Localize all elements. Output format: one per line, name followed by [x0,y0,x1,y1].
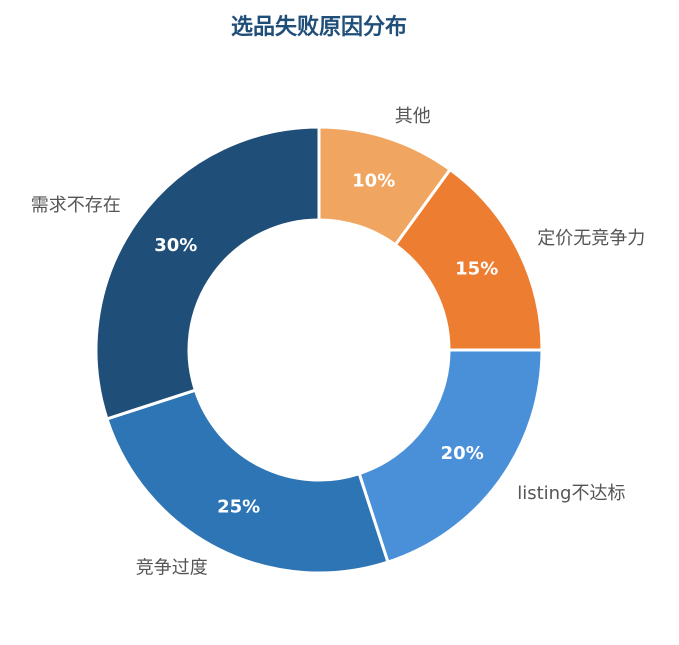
value-label: 20% [441,443,484,464]
chart-title: 选品失败原因分布 [231,14,407,40]
value-label: 25% [217,497,260,518]
category-label: listing不达标 [517,483,625,504]
donut-slice [94,125,321,421]
donut-slice [105,388,390,575]
value-label: 15% [455,259,498,280]
donut-slice [357,348,544,564]
category-label: 竞争过度 [136,557,208,578]
category-label: 需求不存在 [31,195,121,216]
category-label: 定价无竞争力 [537,228,645,249]
category-label: 其他 [395,106,431,127]
value-label: 10% [352,171,395,192]
value-label: 30% [154,235,197,256]
